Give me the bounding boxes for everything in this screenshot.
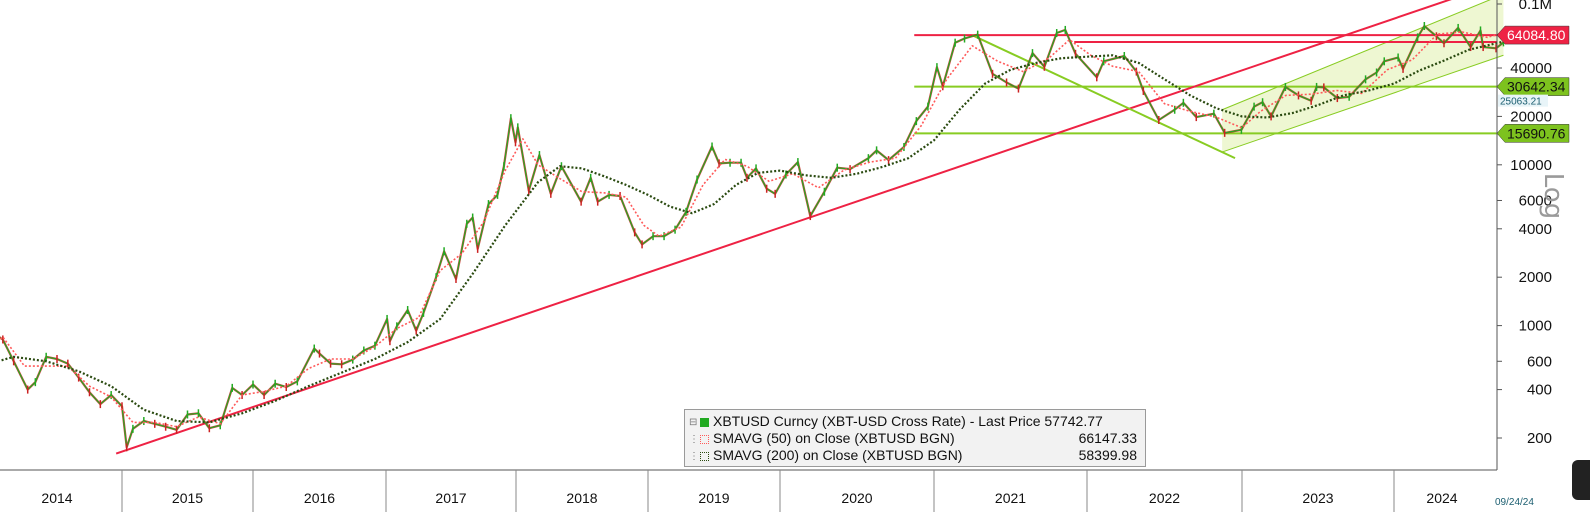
date-label: 09/24/24 (1495, 497, 1534, 508)
price-tag-label: 15690.76 (1507, 125, 1566, 141)
y-tick-label: 40000 (1510, 60, 1552, 77)
legend-label-sma200: SMAVG (200) on Close (XBTUSD BGN) (713, 447, 963, 463)
small-price-label: 25063.21 (1500, 97, 1542, 108)
price-tag-label: 64084.80 (1507, 27, 1566, 43)
expand-icon[interactable]: ⋮ (689, 433, 699, 445)
legend-value-sma50: 66147.33 (1078, 430, 1137, 446)
plot-area (0, 0, 1505, 455)
y-axis: 200 400 600 1000 2000 4000 6000 10000 20000 40000… (1496, 0, 1552, 470)
price-tag: 30642.34 (1496, 77, 1570, 96)
x-axis: 2014 2015 2016 2017 2018 2019 2020 2021 2022 2023… (0, 469, 1497, 512)
y-tick-label: 200 (1527, 430, 1552, 447)
x-tick-label: 2018 (566, 490, 597, 506)
legend-row-sma200[interactable]: ⋮ SMAVG (200) on Close (XBTUSD BGN) 58399… (689, 447, 1137, 464)
toolbar-menu-icon[interactable] (1572, 460, 1590, 500)
y-tick-label: 6000 (1519, 192, 1552, 209)
x-tick-label: 2017 (435, 490, 466, 506)
y-tick-label: 1000 (1519, 318, 1552, 335)
channel-fill (1222, 0, 1504, 153)
x-tick-label: 2015 (172, 490, 203, 506)
small-price-bg (1498, 94, 1548, 107)
price-tags: 64084.80 30642.34 15690.76 25063.21 (1496, 25, 1570, 143)
sma50-line (0, 31, 1504, 428)
x-tick-label: 2022 (1149, 490, 1180, 506)
y-tick-label: 600 (1527, 353, 1552, 370)
legend-swatch-price (700, 417, 709, 427)
price-tag: 64084.80 (1496, 25, 1570, 45)
price-tag-label: 30642.34 (1507, 79, 1566, 95)
legend-label-price: XBTUSD Curncy (XBT-USD Cross Rate) - Las… (713, 413, 1103, 429)
y-tick-label: 20000 (1510, 108, 1552, 125)
legend-row-price[interactable]: ⊟ XBTUSD Curncy (XBT-USD Cross Rate) - La… (689, 413, 1137, 430)
expand-icon[interactable]: ⋮ (689, 450, 699, 462)
channel-lower-line (1221, 54, 1504, 153)
legend: ⊟ XBTUSD Curncy (XBT-USD Cross Rate) - La… (684, 409, 1146, 467)
x-tick-label: 2014 (41, 490, 72, 506)
legend-value-sma200: 58399.98 (1078, 447, 1137, 463)
legend-row-sma50[interactable]: ⋮ SMAVG (50) on Close (XBTUSD BGN) 66147.… (689, 430, 1137, 447)
y-tick-label: 2000 (1519, 269, 1552, 286)
x-tick-label: 2020 (841, 490, 872, 506)
y-tick-label: 4000 (1519, 221, 1552, 238)
x-tick-label: 2016 (304, 490, 335, 506)
y-tick-label: 400 (1527, 382, 1552, 399)
y-tick-label: 0.1M (1519, 0, 1552, 13)
trendline (115, 0, 1452, 455)
x-tick-label: 2024 (1426, 490, 1457, 506)
legend-swatch-sma50 (700, 434, 709, 444)
x-tick-label: 2019 (698, 490, 729, 506)
y-tick-label: 10000 (1510, 157, 1552, 174)
x-tick-label: 2021 (995, 490, 1026, 506)
legend-swatch-sma200 (700, 451, 709, 461)
sma200-line (0, 40, 1504, 424)
log-scale-label: Log (1538, 173, 1568, 219)
price-tag: 15690.76 (1496, 124, 1570, 143)
trendline (971, 34, 1236, 160)
expand-icon[interactable]: ⊟ (689, 416, 698, 428)
channel-upper-line (1221, 0, 1491, 111)
legend-label-sma50: SMAVG (50) on Close (XBTUSD BGN) (713, 430, 955, 446)
x-tick-label: 2023 (1302, 490, 1333, 506)
